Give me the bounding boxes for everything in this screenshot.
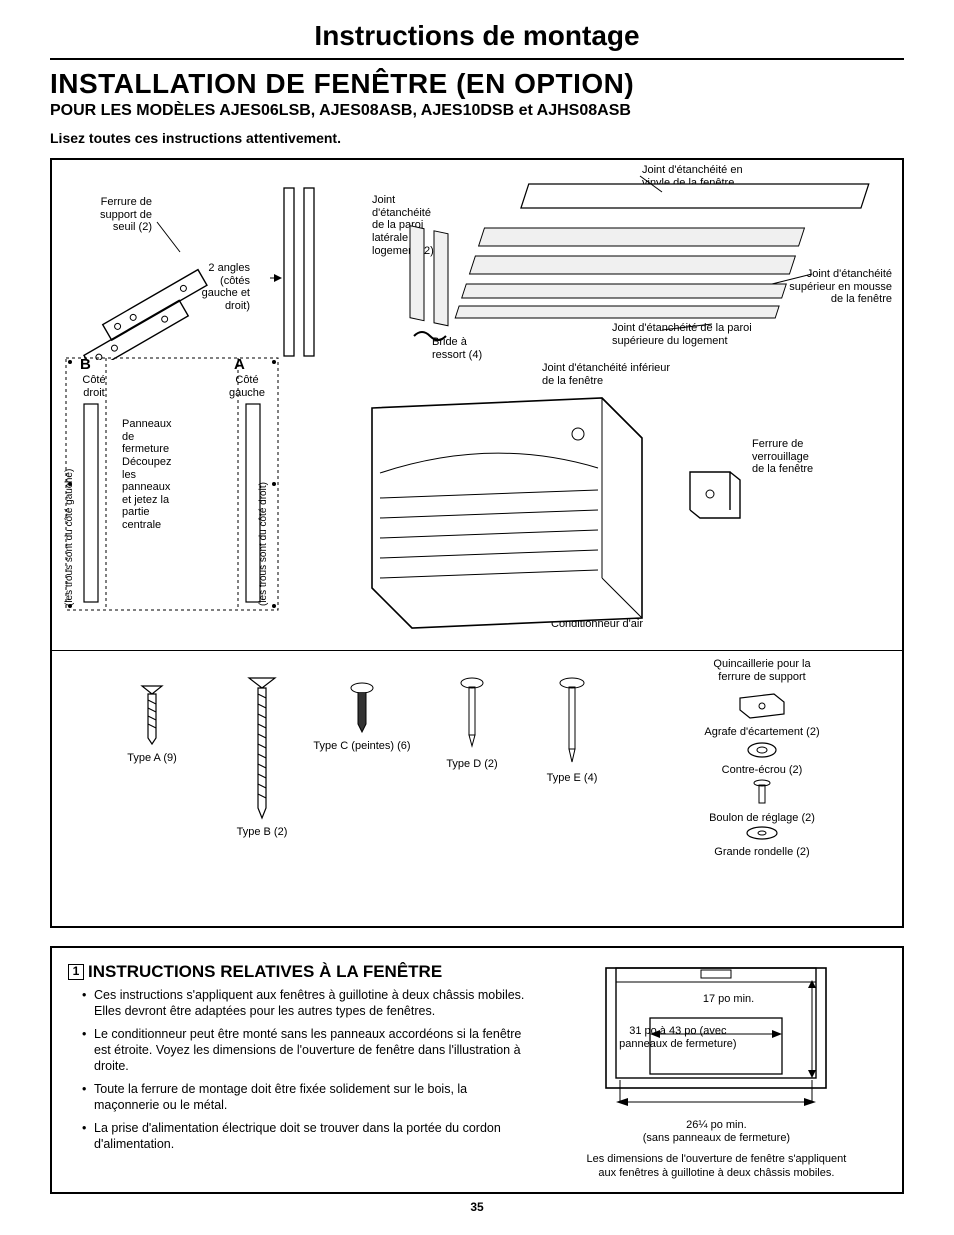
dim-height: 17 po min.	[703, 993, 793, 1006]
hardware-spacer-label: Agrafe d'écartement (2)	[704, 726, 819, 738]
hardware-bolt: Boulon de réglage (2)	[662, 778, 862, 824]
window-instructions-section: 1INSTRUCTIONS RELATIVES À LA FENÊTRE Ces…	[50, 946, 904, 1194]
screw-type-d-label: Type D (2)	[446, 758, 497, 770]
page-number: 35	[50, 1200, 904, 1214]
screw-type-b: Type B (2)	[212, 672, 312, 838]
dim-caption: Les dimensions de l'ouverture de fenêtre…	[547, 1153, 886, 1179]
hardware-locknut: Contre-écrou (2)	[662, 740, 862, 776]
dim-width-without: 26¼ po min.(sans panneaux de fermeture)	[547, 1119, 886, 1145]
bullet-item: Le conditionneur peut être monté sans le…	[82, 1027, 527, 1074]
window-instructions-title: 1INSTRUCTIONS RELATIVES À LA FENÊTRE	[68, 962, 527, 982]
screw-type-b-label: Type B (2)	[237, 826, 288, 838]
hardware-washer-label: Grande rondelle (2)	[714, 846, 809, 858]
hardware-locknut-label: Contre-écrou (2)	[722, 764, 803, 776]
screw-type-e-label: Type E (4)	[547, 772, 598, 784]
art-angles	[270, 180, 340, 370]
window-dimensions-figure: 17 po min. 31 po à 43 po (avecpanneaux d…	[547, 962, 886, 1180]
window-instructions-title-text: INSTRUCTIONS RELATIVES À LA FENÊTRE	[88, 962, 442, 981]
bullet-item: Ces instructions s'appliquent aux fenêtr…	[82, 988, 527, 1019]
art-panels	[60, 354, 290, 624]
models-subheading: POUR LES MODÈLES AJES06LSB, AJES08ASB, A…	[50, 102, 904, 120]
hardware-bolt-label: Boulon de réglage (2)	[709, 812, 815, 824]
page-title: Instructions de montage	[50, 20, 904, 60]
label-two-angles: 2 angles(côtésgauche etdroit)	[180, 262, 250, 313]
art-lock-bracket	[682, 460, 752, 530]
screw-type-e: Type E (4)	[522, 676, 622, 784]
bullet-item: Toute la ferrure de montage doit être fi…	[82, 1082, 527, 1113]
screw-type-c: Type C (peintes) (6)	[302, 680, 422, 752]
hardware-washer: Grande rondelle (2)	[662, 824, 862, 858]
screw-type-a-label: Type A (9)	[127, 752, 177, 764]
window-instructions-bullets: Ces instructions s'appliquent aux fenêtr…	[68, 988, 527, 1153]
label-hardware-heading: Quincaillerie pour laferrure de support	[662, 658, 862, 683]
hardware-spacer: Agrafe d'écartement (2)	[662, 688, 862, 738]
step-number-box: 1	[68, 964, 84, 980]
art-seals	[402, 174, 882, 364]
screw-type-c-label: Type C (peintes) (6)	[313, 740, 410, 752]
parts-diagram: Ferrure desupport deseuil (2) 2 angles(c…	[50, 158, 904, 928]
read-instructions-note: Lisez toutes ces instructions attentivem…	[50, 130, 904, 146]
main-heading: INSTALLATION DE FENÊTRE (EN OPTION)	[50, 68, 904, 100]
dim-width-with: 31 po à 43 po (avecpanneaux de fermeture…	[603, 1025, 753, 1050]
art-ac-unit	[342, 378, 662, 638]
label-lock-bracket: Ferrure deverrouillagede la fenêtre	[752, 438, 872, 476]
screw-type-d: Type D (2)	[422, 676, 522, 770]
bullet-item: La prise d'alimentation électrique doit …	[82, 1121, 527, 1152]
screw-type-a: Type A (9)	[102, 680, 202, 764]
